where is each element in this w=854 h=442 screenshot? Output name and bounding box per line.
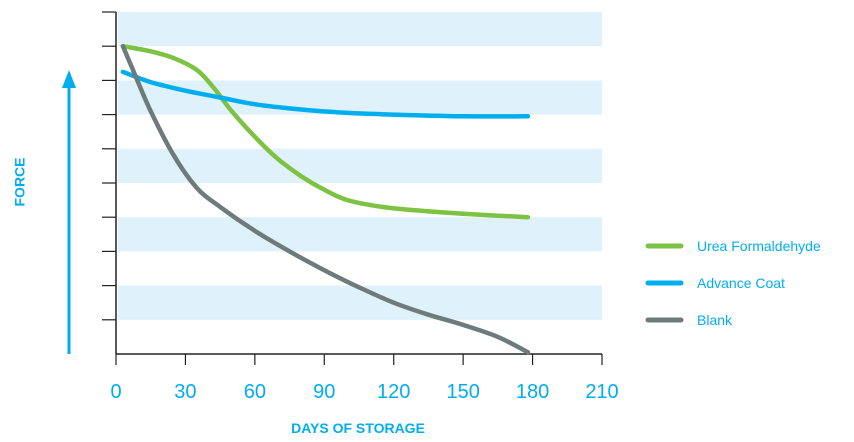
x-tick-label: 60 bbox=[244, 381, 266, 403]
x-axis-title: DAYS OF STORAGE bbox=[291, 420, 425, 436]
legend-label: Urea Formaldehyde bbox=[697, 238, 821, 254]
grid-band bbox=[118, 148, 602, 183]
y-axis-ticks bbox=[102, 11, 116, 321]
series-lines bbox=[120, 43, 531, 355]
grid-band bbox=[118, 217, 602, 252]
arrow-up-icon bbox=[62, 70, 76, 88]
background-bands bbox=[118, 12, 602, 320]
x-tick-label: 180 bbox=[516, 381, 549, 403]
x-tick-label: 150 bbox=[446, 381, 479, 403]
x-tick-label: 90 bbox=[313, 381, 335, 403]
x-tick-label: 0 bbox=[110, 381, 121, 403]
grid-band bbox=[118, 285, 602, 320]
x-tick-label: 210 bbox=[585, 381, 618, 403]
grid-band bbox=[118, 80, 602, 115]
y-axis-title: FORCE bbox=[12, 158, 28, 207]
legend-label: Advance Coat bbox=[697, 275, 785, 291]
x-tick-label: 30 bbox=[174, 381, 196, 403]
x-tick-label: 120 bbox=[377, 381, 410, 403]
y-axis-arrow bbox=[62, 70, 76, 354]
legend: Urea Formaldehyde Advance Coat Blank bbox=[645, 238, 821, 328]
series-line-advance-coat bbox=[120, 69, 531, 119]
x-axis-ticks: 0 30 60 90 120 150 180 210 bbox=[110, 354, 619, 403]
series-line-urea-formaldehyde bbox=[120, 43, 531, 220]
grid-band bbox=[118, 12, 602, 47]
series-line-blank bbox=[120, 43, 531, 355]
legend-label: Blank bbox=[697, 312, 733, 328]
